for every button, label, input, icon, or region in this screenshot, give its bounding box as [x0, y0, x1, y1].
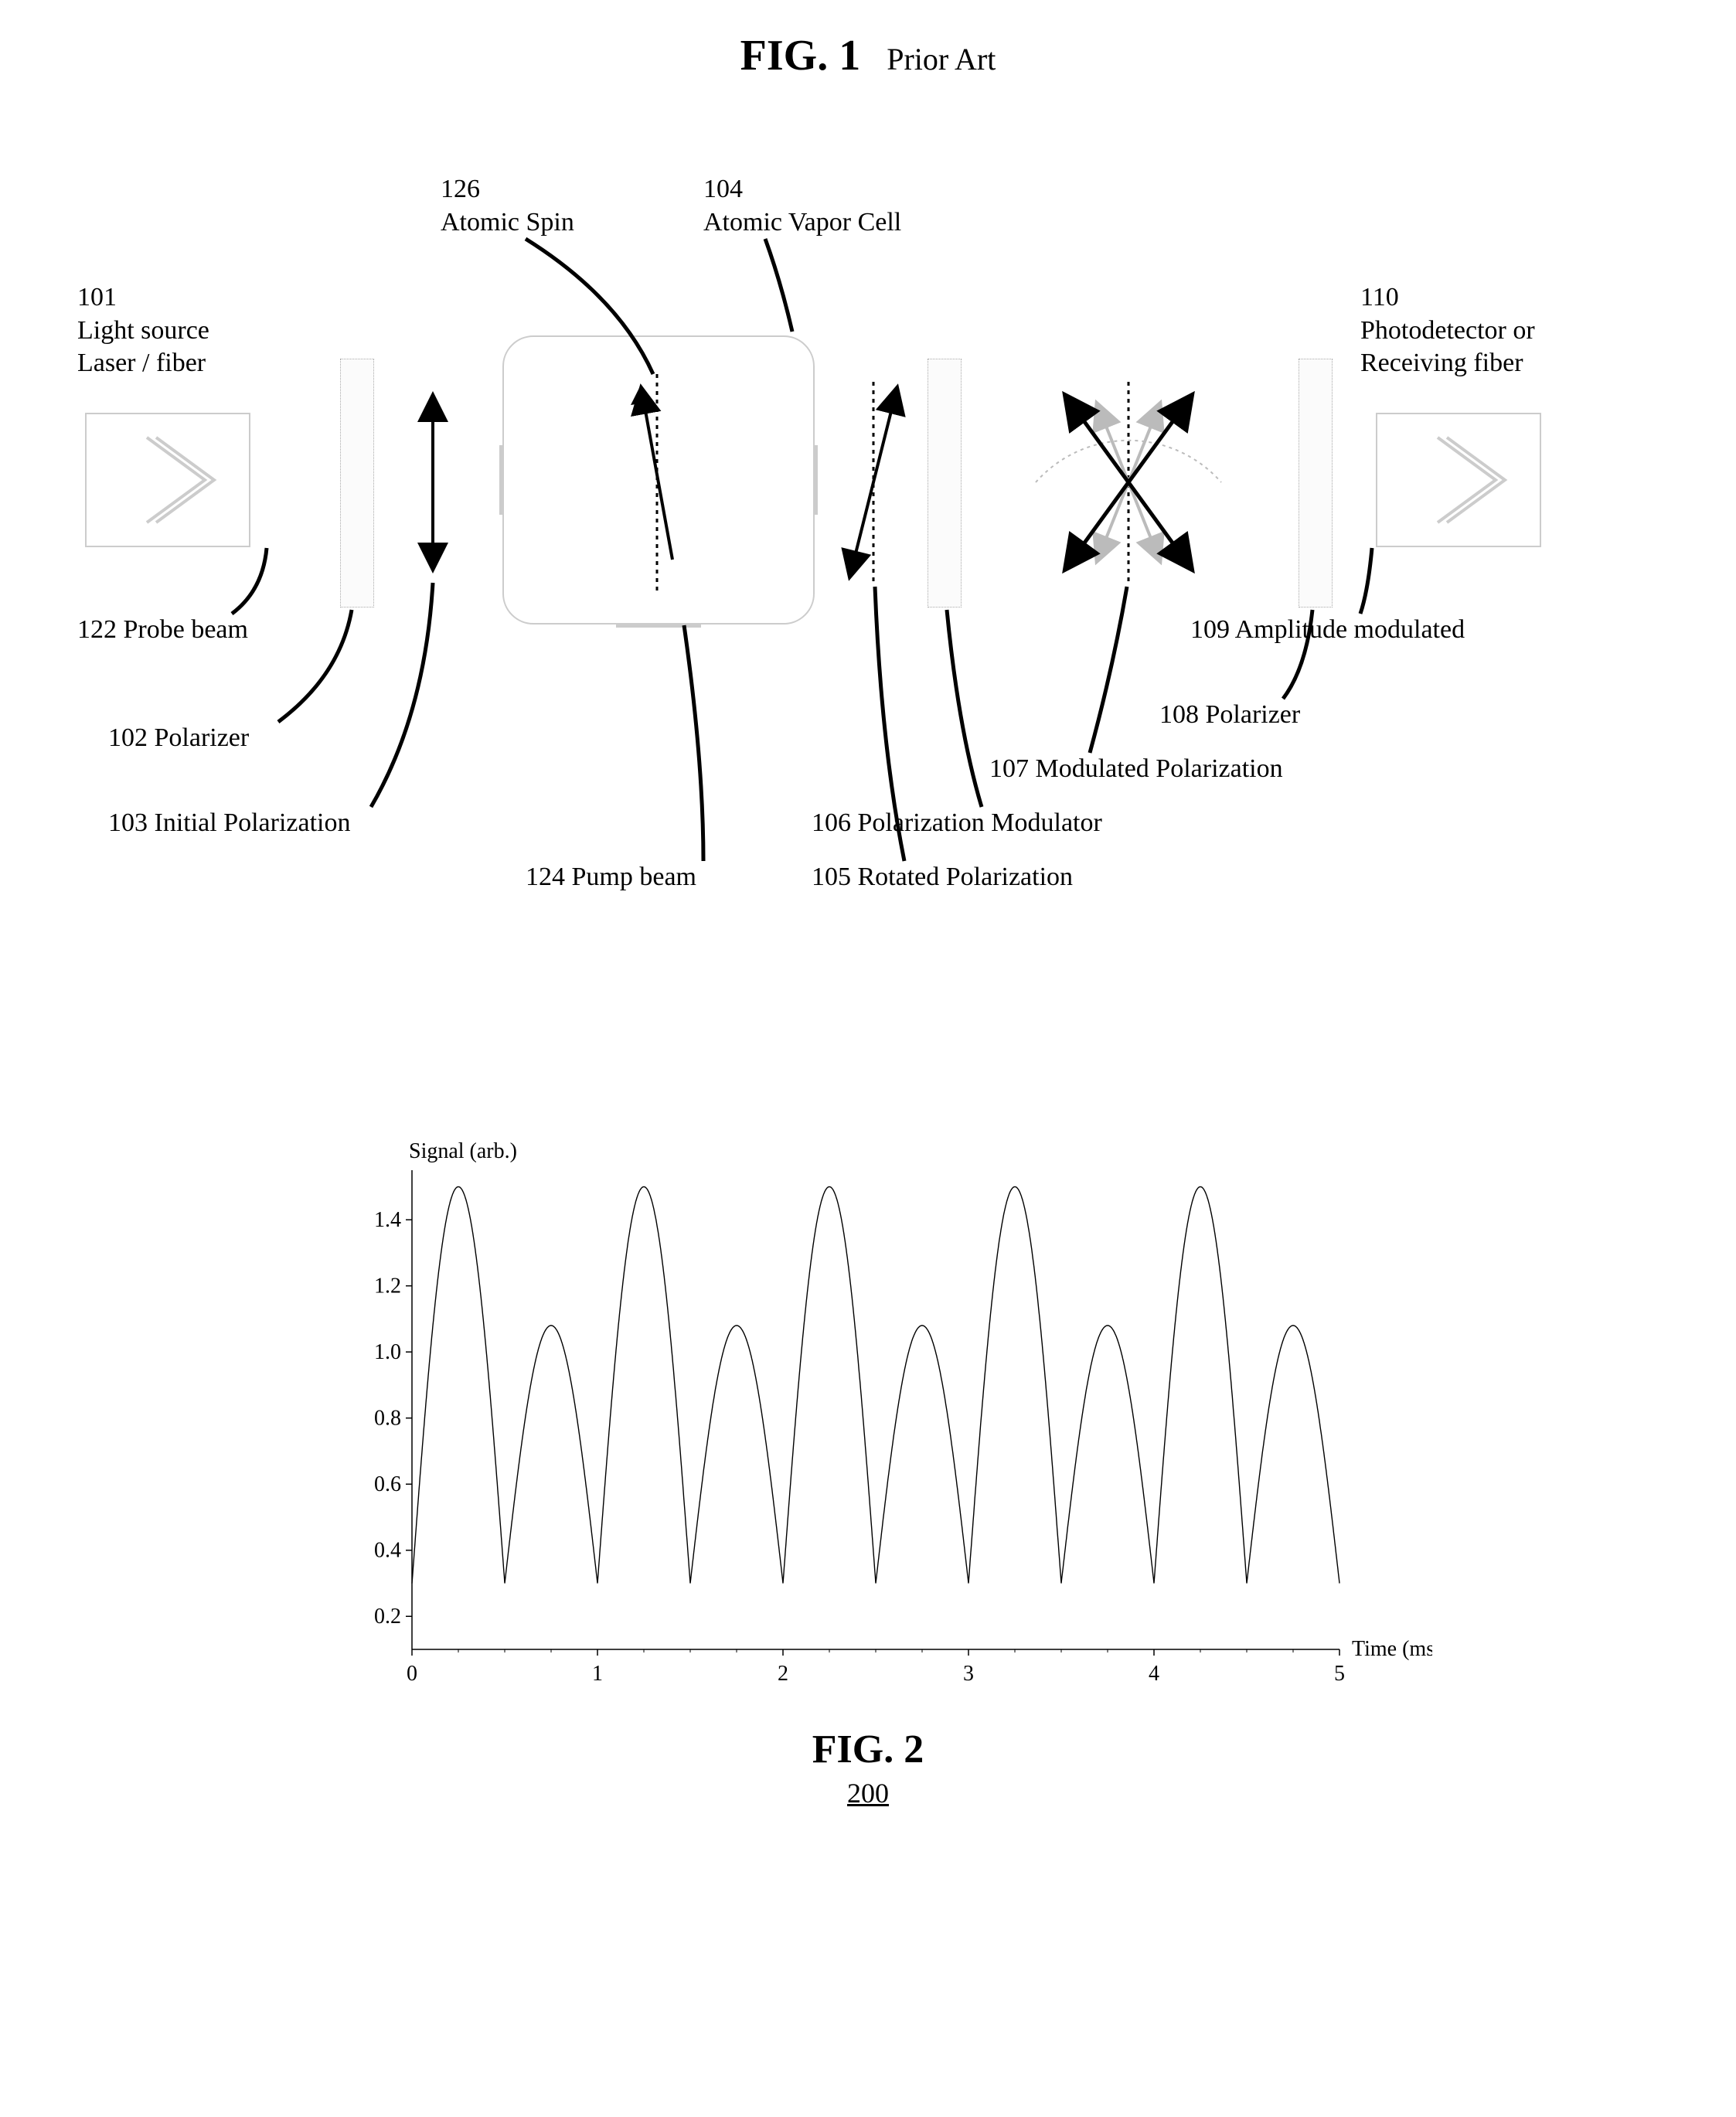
svg-text:1.0: 1.0 — [374, 1340, 401, 1364]
svg-text:4: 4 — [1149, 1662, 1159, 1686]
fig1-diagram: 101 Light source Laser / fiber 122 Probe… — [31, 127, 1705, 977]
svg-text:1.4: 1.4 — [374, 1208, 401, 1232]
svg-text:Time (ms): Time (ms) — [1352, 1637, 1432, 1661]
fig1-overlay — [31, 127, 1705, 977]
svg-text:0.6: 0.6 — [374, 1472, 401, 1496]
svg-text:2: 2 — [778, 1662, 788, 1686]
svg-text:1: 1 — [592, 1662, 603, 1686]
svg-text:0: 0 — [407, 1662, 417, 1686]
fig1-title-block: FIG. 1 Prior Art — [31, 31, 1705, 80]
fig2-ref: 200 — [327, 1777, 1409, 1809]
svg-text:0.4: 0.4 — [374, 1539, 401, 1563]
svg-text:Signal (arb.): Signal (arb.) — [409, 1139, 517, 1163]
svg-text:5: 5 — [1334, 1662, 1345, 1686]
svg-text:0.8: 0.8 — [374, 1407, 401, 1431]
fig2-block: 0.2 0.4 0.6 0.8 1.0 1.2 1.4 0 1 2 3 4 5 Signal (arb.)… — [327, 1132, 1409, 1809]
fig2-title: FIG. 2 — [812, 1727, 924, 1772]
svg-text:3: 3 — [963, 1662, 974, 1686]
svg-text:1.2: 1.2 — [374, 1275, 401, 1298]
svg-text:0.2: 0.2 — [374, 1605, 401, 1629]
signal-chart: 0.2 0.4 0.6 0.8 1.0 1.2 1.4 0 1 2 3 4 5 Signal (arb.)… — [327, 1132, 1432, 1703]
fig1-subtitle: Prior Art — [887, 41, 996, 77]
fig1-title: FIG. 1 — [740, 31, 861, 80]
